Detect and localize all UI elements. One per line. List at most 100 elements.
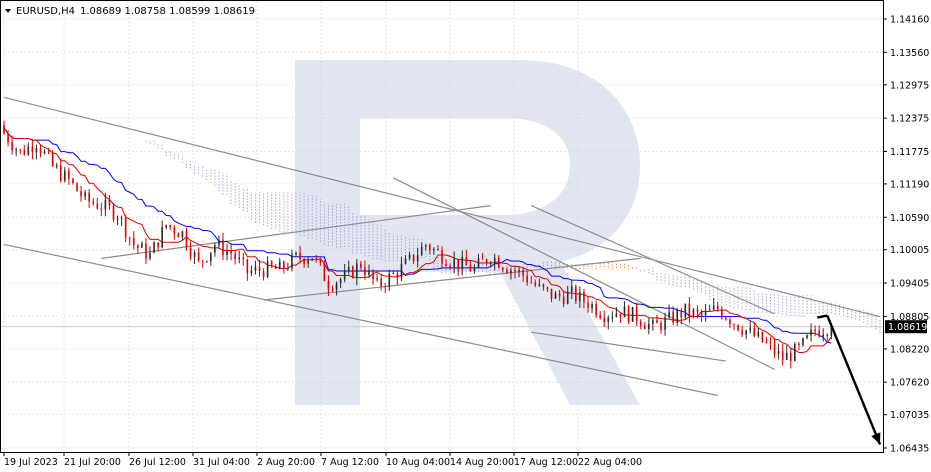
candle-body bbox=[627, 306, 630, 322]
candle-body bbox=[785, 352, 788, 361]
candle-body bbox=[514, 270, 516, 272]
candle-body bbox=[339, 279, 342, 284]
candle-body bbox=[19, 149, 22, 151]
plot-frame bbox=[0, 0, 884, 453]
current-price-badge: 1.08619 bbox=[885, 320, 927, 334]
x-tick-label: 7 Aug 12:00 bbox=[321, 457, 379, 468]
candle-body bbox=[319, 258, 322, 263]
price-axis[interactable]: 1.14160 1.13560 1.12975 1.12375 1.11775 1.111… bbox=[883, 15, 929, 455]
candle-body bbox=[477, 258, 480, 268]
candle-body bbox=[550, 288, 553, 299]
candle-body bbox=[364, 267, 366, 276]
candle-body bbox=[299, 252, 301, 260]
candle-body bbox=[287, 268, 289, 270]
candle-body bbox=[331, 289, 334, 291]
candle-body bbox=[680, 310, 683, 318]
candle-body bbox=[124, 217, 127, 238]
candle-body bbox=[254, 266, 257, 271]
candle-body bbox=[88, 192, 90, 202]
candle-body bbox=[449, 265, 451, 267]
y-tick-label: 1.08220 bbox=[890, 344, 929, 355]
candle-body bbox=[64, 170, 66, 181]
candle-body bbox=[11, 142, 13, 151]
candle-body bbox=[745, 330, 747, 335]
candle-body bbox=[506, 269, 508, 274]
candle-body bbox=[270, 261, 273, 267]
candle-body bbox=[672, 311, 674, 323]
candle-body bbox=[222, 239, 224, 255]
candle-body bbox=[343, 271, 346, 280]
candle-body bbox=[72, 178, 74, 183]
candle-body bbox=[704, 310, 707, 316]
candle-body bbox=[31, 146, 34, 153]
candle-body bbox=[781, 350, 784, 361]
time-axis[interactable]: 19 Jul 2023 21 Jul 20:00 26 Jul 12:00 31 Ju… bbox=[3, 452, 642, 468]
x-tick-label: 10 Aug 04:00 bbox=[386, 457, 450, 468]
candle-body bbox=[315, 258, 318, 260]
candle-body bbox=[493, 257, 496, 263]
y-tick-label: 1.08805 bbox=[890, 312, 929, 323]
candle-body bbox=[733, 324, 735, 326]
candle-body bbox=[798, 344, 800, 346]
candle-body bbox=[656, 320, 658, 323]
candle-body bbox=[84, 192, 86, 197]
y-tick-label: 1.11190 bbox=[890, 179, 929, 190]
candle-body bbox=[23, 150, 26, 155]
candle-body bbox=[761, 332, 764, 342]
candle-body bbox=[420, 246, 423, 256]
candle-body bbox=[258, 266, 261, 272]
candle-body bbox=[412, 254, 415, 262]
candle-body bbox=[753, 327, 756, 337]
y-tick-label: 1.06435 bbox=[890, 444, 929, 455]
candle-body bbox=[396, 273, 399, 278]
y-tick-label: 1.12375 bbox=[890, 114, 929, 125]
candle-body bbox=[530, 282, 533, 284]
candle-body bbox=[777, 350, 780, 354]
watermark-logo bbox=[295, 60, 640, 405]
candle-body bbox=[218, 239, 220, 246]
candle-body bbox=[68, 170, 70, 179]
y-tick-label: 1.14160 bbox=[890, 15, 929, 26]
y-tick-label: 1.07620 bbox=[890, 378, 929, 389]
candle-body bbox=[161, 227, 163, 248]
x-tick-label: 14 Aug 20:00 bbox=[450, 457, 514, 468]
y-tick-label: 1.07035 bbox=[890, 410, 929, 421]
candle-body bbox=[116, 218, 119, 220]
candle-body bbox=[384, 286, 387, 288]
candle-body bbox=[323, 262, 326, 282]
candle-body bbox=[668, 311, 670, 318]
candle-body bbox=[716, 305, 719, 309]
candle-body bbox=[3, 125, 5, 134]
candle-body bbox=[360, 263, 362, 268]
candle-body bbox=[149, 252, 151, 259]
candle-body bbox=[473, 267, 476, 272]
candle-body bbox=[266, 261, 269, 277]
candle-body bbox=[335, 283, 338, 290]
candle-body bbox=[794, 344, 796, 361]
x-tick-label: 21 Jul 20:00 bbox=[64, 457, 121, 468]
x-tick-label: 17 Aug 12:00 bbox=[514, 457, 578, 468]
candle-body bbox=[433, 248, 435, 251]
candle-body bbox=[238, 257, 241, 260]
candle-body bbox=[810, 329, 812, 336]
candle-body bbox=[607, 317, 610, 323]
candle-body bbox=[76, 182, 78, 192]
candle-body bbox=[692, 309, 695, 316]
candle-body bbox=[100, 208, 103, 210]
candle-body bbox=[47, 151, 50, 153]
candle-body bbox=[368, 270, 370, 276]
price-badge-label: 1.08619 bbox=[888, 322, 927, 333]
candle-body bbox=[461, 257, 464, 270]
candle-body bbox=[291, 254, 293, 269]
candle-body bbox=[137, 245, 139, 248]
candle-body bbox=[327, 281, 330, 290]
candle-body bbox=[408, 254, 411, 259]
candle-body bbox=[429, 245, 431, 251]
y-tick-label: 1.10005 bbox=[890, 245, 929, 256]
candle-body bbox=[522, 270, 524, 276]
candle-body bbox=[664, 317, 666, 330]
candle-body bbox=[635, 306, 638, 322]
candle-body bbox=[120, 217, 123, 219]
menu-triangle-icon[interactable] bbox=[5, 9, 11, 13]
